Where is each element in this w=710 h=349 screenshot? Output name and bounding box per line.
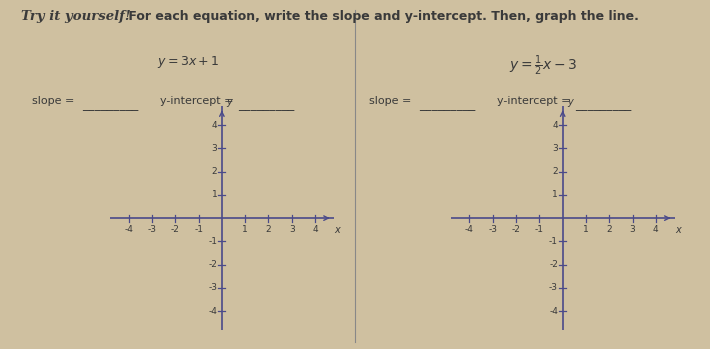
- Text: For each equation, write the slope and y-intercept. Then, graph the line.: For each equation, write the slope and y…: [124, 10, 639, 23]
- Text: slope =: slope =: [369, 96, 412, 106]
- Text: 2: 2: [212, 167, 217, 176]
- Text: 4: 4: [552, 120, 558, 129]
- Text: 1: 1: [212, 190, 217, 199]
- Text: y-intercept =: y-intercept =: [160, 96, 234, 106]
- Text: 1: 1: [583, 225, 589, 233]
- Text: -2: -2: [171, 225, 180, 233]
- Text: 1: 1: [242, 225, 248, 233]
- Text: 3: 3: [552, 144, 558, 153]
- Text: $y = 3x + 1$: $y = 3x + 1$: [157, 54, 219, 70]
- Text: 3: 3: [212, 144, 217, 153]
- Text: Try it yourself!: Try it yourself!: [21, 10, 131, 23]
- Text: 2: 2: [552, 167, 558, 176]
- Text: _________: _________: [575, 98, 631, 111]
- Text: y: y: [567, 97, 573, 107]
- Text: -4: -4: [549, 307, 558, 316]
- Text: _________: _________: [419, 98, 475, 111]
- Text: -3: -3: [549, 283, 558, 292]
- Text: 3: 3: [289, 225, 295, 233]
- Text: 4: 4: [653, 225, 659, 233]
- Text: -2: -2: [208, 260, 217, 269]
- Text: -2: -2: [512, 225, 520, 233]
- Text: $y = \frac{1}{2}x - 3$: $y = \frac{1}{2}x - 3$: [509, 54, 577, 79]
- Text: -1: -1: [549, 237, 558, 246]
- Text: y-intercept =: y-intercept =: [497, 96, 571, 106]
- Text: x: x: [334, 225, 340, 235]
- Text: _________: _________: [238, 98, 294, 111]
- Text: 4: 4: [212, 120, 217, 129]
- Text: -1: -1: [535, 225, 544, 233]
- Text: -3: -3: [148, 225, 156, 233]
- Text: 1: 1: [552, 190, 558, 199]
- Text: -3: -3: [208, 283, 217, 292]
- Text: -1: -1: [208, 237, 217, 246]
- Text: -4: -4: [465, 225, 474, 233]
- Text: y: y: [226, 97, 232, 107]
- Text: -2: -2: [549, 260, 558, 269]
- Text: -1: -1: [194, 225, 203, 233]
- Text: 4: 4: [312, 225, 318, 233]
- Text: 3: 3: [630, 225, 635, 233]
- Text: 2: 2: [266, 225, 271, 233]
- Text: 2: 2: [606, 225, 612, 233]
- Text: x: x: [675, 225, 681, 235]
- Text: _________: _________: [82, 98, 138, 111]
- Text: -4: -4: [124, 225, 133, 233]
- Text: -4: -4: [208, 307, 217, 316]
- Text: slope =: slope =: [32, 96, 75, 106]
- Text: -3: -3: [488, 225, 497, 233]
